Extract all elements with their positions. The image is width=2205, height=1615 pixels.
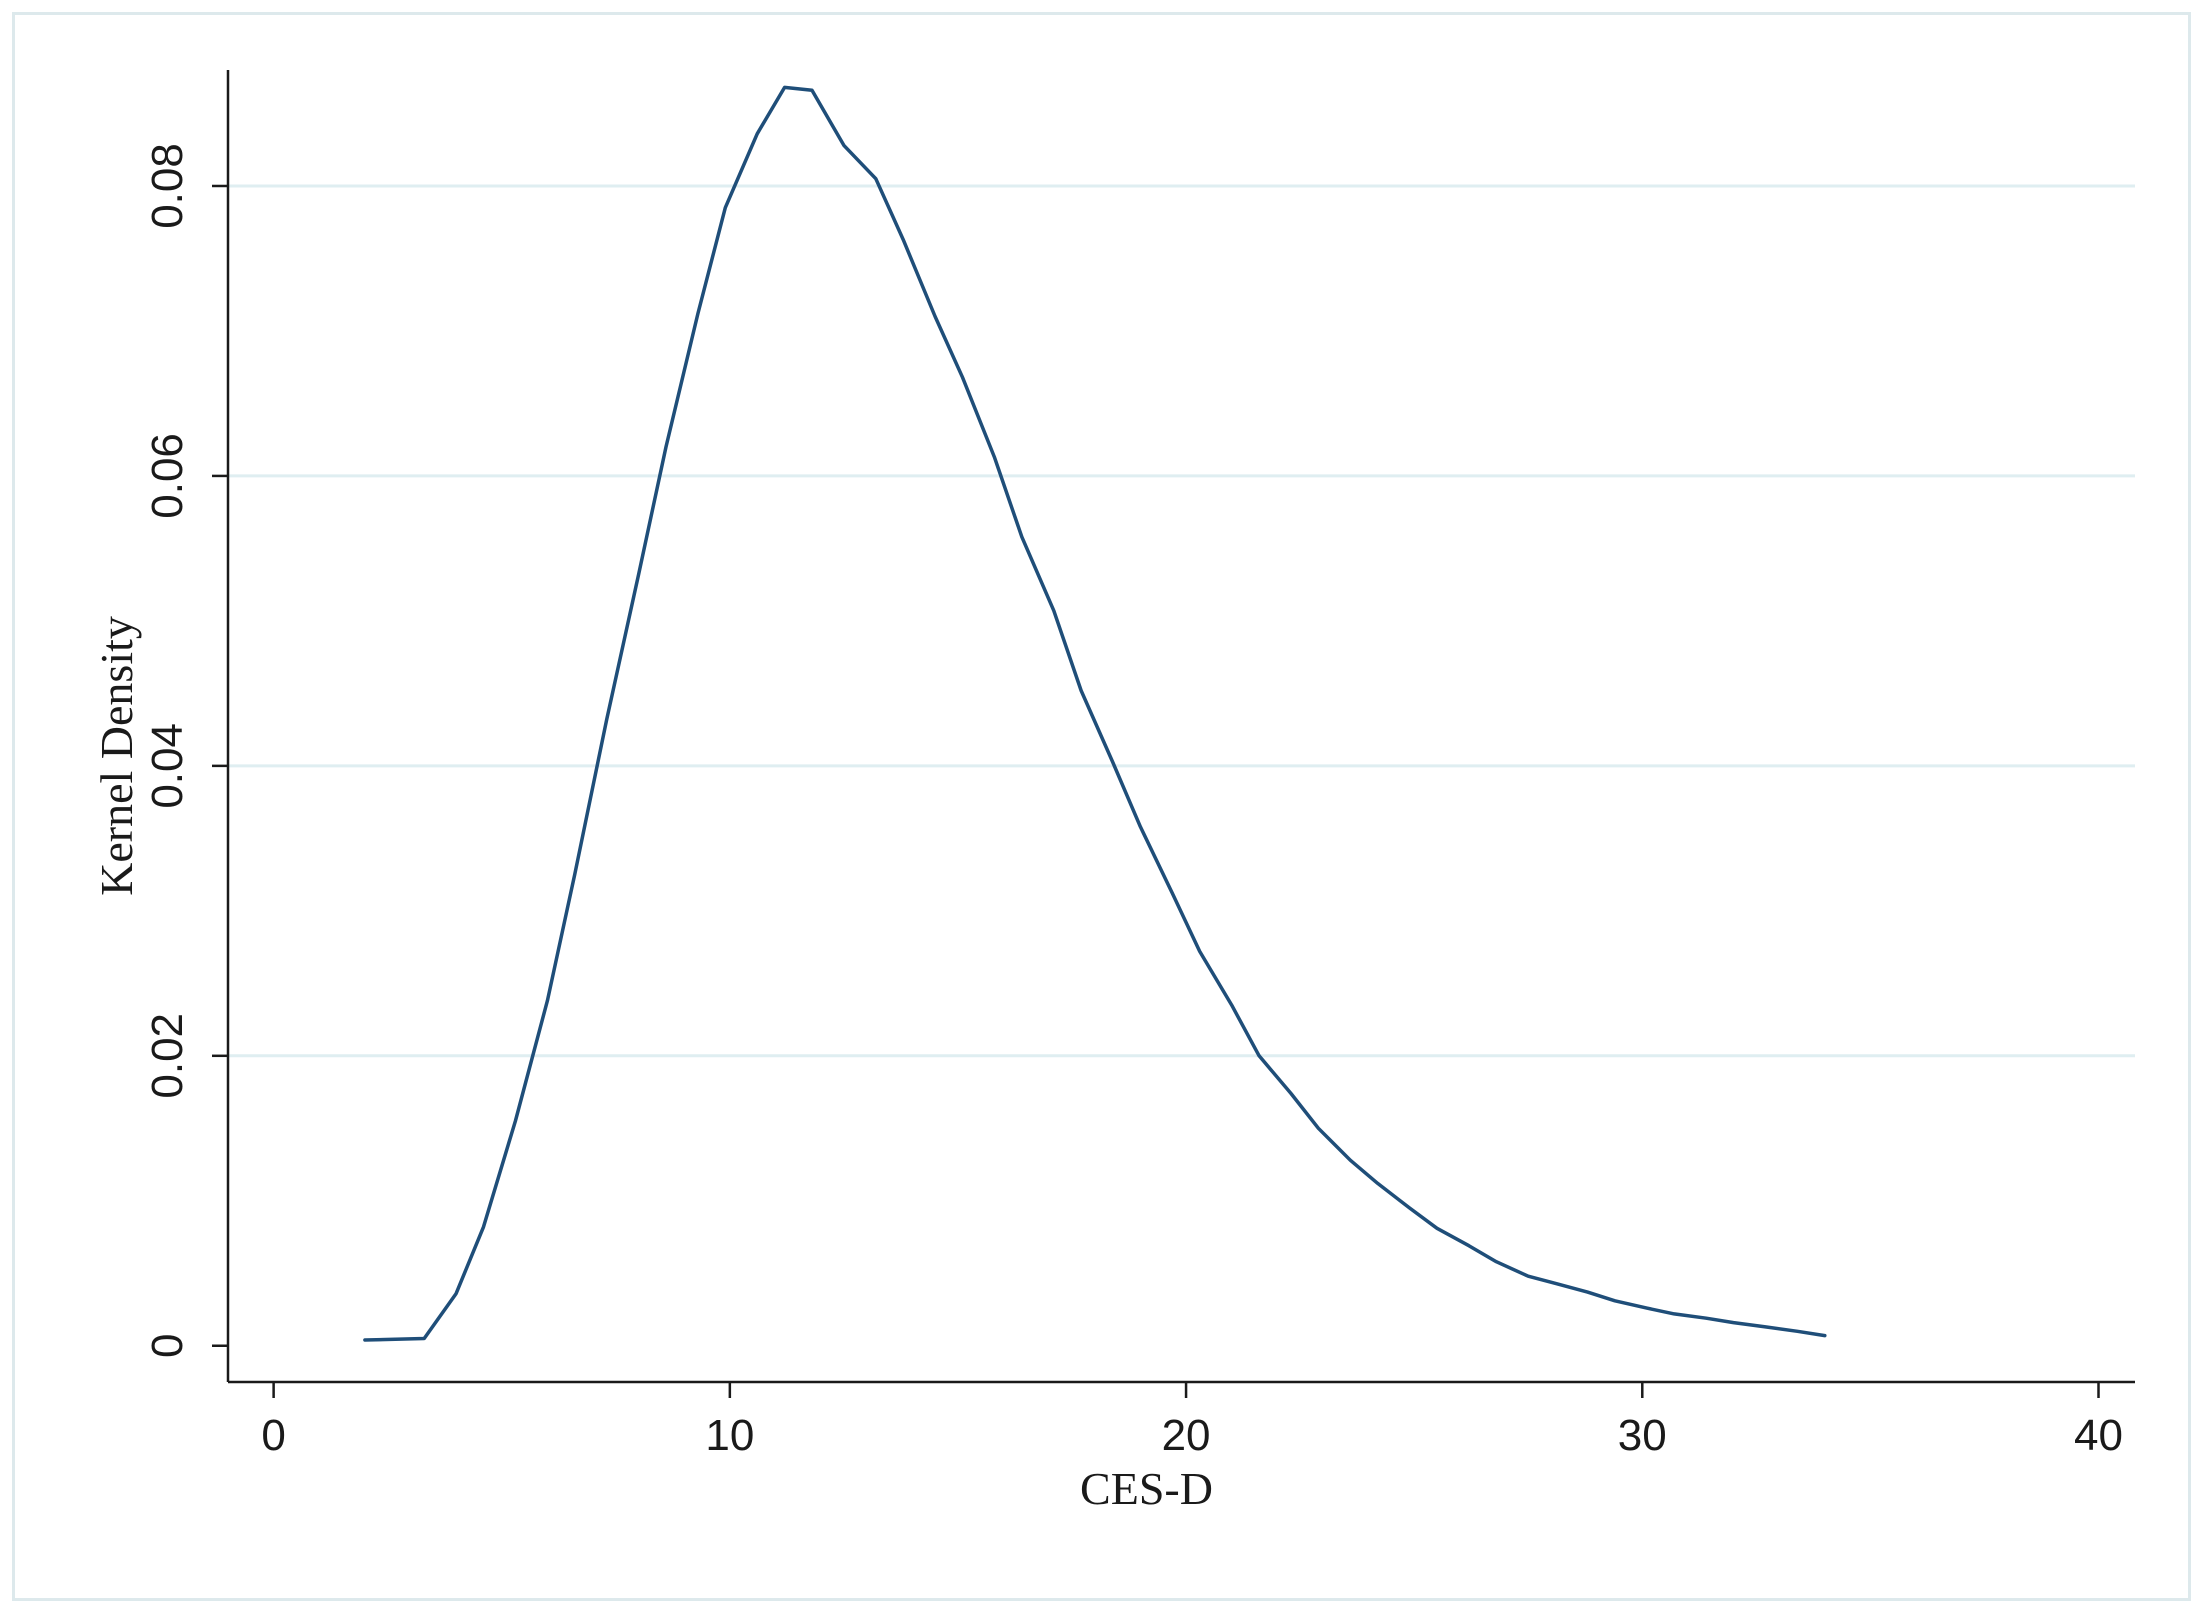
x-tick-label: 20 (1162, 1411, 1211, 1460)
chart-frame (12, 12, 2191, 1601)
y-axis-ticks: 0 0.02 0.04 0.06 0.08 (143, 143, 228, 1358)
y-axis-title: Kernel Density (91, 616, 142, 896)
x-axis-ticks: 0 10 20 30 40 (261, 1382, 2123, 1460)
x-tick-label: 0 (261, 1411, 285, 1460)
y-tick-label: 0.02 (143, 1013, 192, 1099)
x-tick-label: 40 (2074, 1411, 2123, 1460)
axes (226, 70, 2135, 1384)
density-curve-line (363, 85, 1827, 1342)
x-tick-label: 30 (1618, 1411, 1667, 1460)
gridlines (228, 184, 2135, 1058)
y-tick-label: 0.08 (143, 143, 192, 229)
y-tick-label: 0.06 (143, 433, 192, 519)
x-axis-title: CES-D (1080, 1463, 1213, 1514)
series-layer (363, 85, 1827, 1342)
y-tick-label: 0 (143, 1334, 192, 1358)
x-tick-label: 10 (705, 1411, 754, 1460)
y-tick-label: 0.04 (143, 723, 192, 809)
